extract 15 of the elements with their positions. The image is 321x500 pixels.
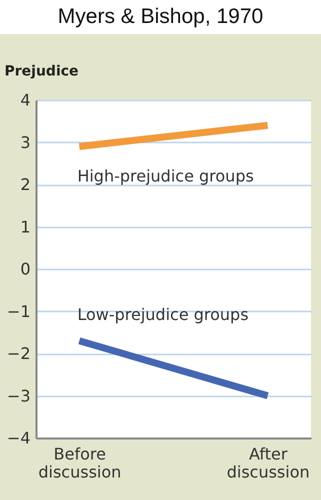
chart-title: Myers & Bishop, 1970 [0, 0, 321, 34]
y-tick-label: 2 [20, 175, 30, 194]
y-tick-label: −3 [6, 386, 30, 406]
y-tick-label: −2 [6, 344, 30, 363]
y-tick-label: 0 [20, 260, 30, 278]
y-axis-title: Prejudice [4, 64, 79, 80]
x-tick-label: Before discussion [38, 444, 122, 482]
y-tick-label: 4 [20, 90, 30, 110]
x-tick-label: After discussion [226, 444, 310, 482]
y-tick-label: −4 [6, 428, 30, 448]
y-tick-label: 1 [20, 217, 30, 236]
y-tick-label: −1 [6, 302, 30, 321]
series-label: High-prejudice groups [77, 166, 254, 186]
y-tick-label: 3 [20, 132, 30, 152]
series-label: Low-prejudice groups [77, 304, 249, 324]
